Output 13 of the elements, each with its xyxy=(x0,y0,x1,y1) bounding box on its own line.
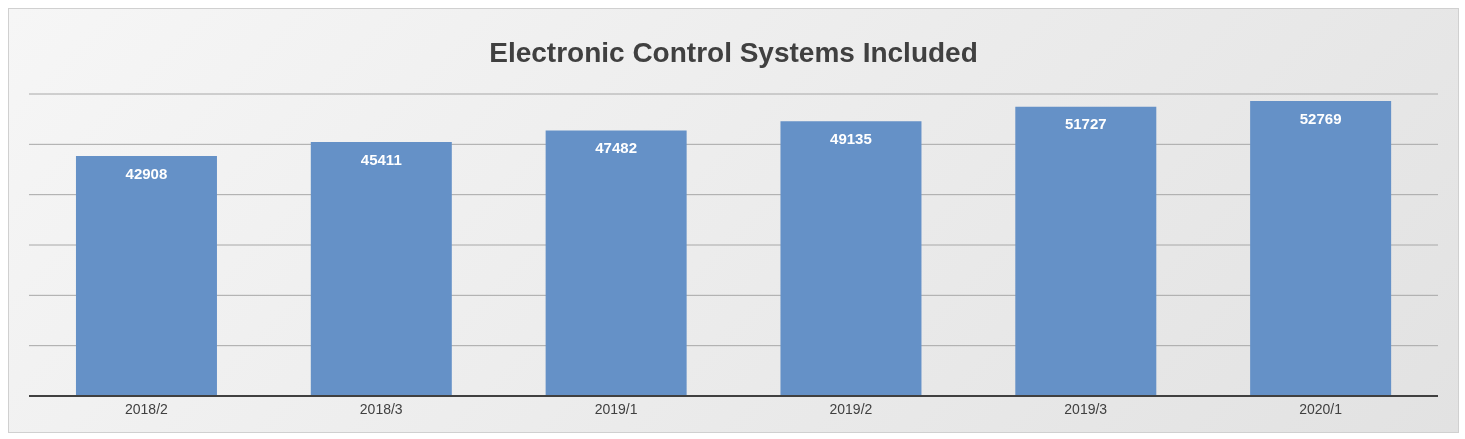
data-label: 47482 xyxy=(595,139,637,157)
data-label: 45411 xyxy=(360,150,402,168)
x-tick-label: 2018/3 xyxy=(359,400,403,417)
x-tick-label: 2019/2 xyxy=(829,400,873,417)
chart-title: Electronic Control Systems Included xyxy=(488,37,979,69)
x-tick-label: 2018/2 xyxy=(125,400,169,417)
x-tick-label: 2020/1 xyxy=(1299,400,1343,417)
x-tick-label: 2019/1 xyxy=(594,400,638,417)
x-tick-label: 2019/3 xyxy=(1064,400,1108,417)
data-label: 49135 xyxy=(830,129,872,147)
data-label: 51727 xyxy=(1064,115,1107,133)
data-label: 42908 xyxy=(125,164,168,182)
data-label: 52769 xyxy=(1299,109,1342,127)
